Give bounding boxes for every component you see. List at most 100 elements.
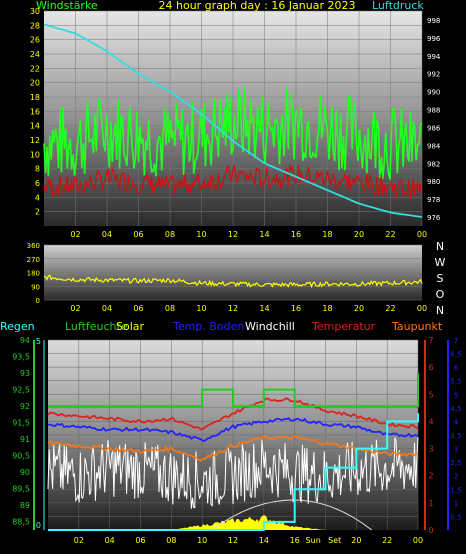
x-tick: 10 xyxy=(196,230,206,239)
pressure-tick: 982 xyxy=(427,160,440,168)
x-tick: 10 xyxy=(196,304,206,313)
humidity-tick: 92 xyxy=(20,402,30,411)
x-tick: 02 xyxy=(70,230,80,239)
soil-temp-tick: 7 xyxy=(454,337,458,345)
wind-speed-tick: 26 xyxy=(30,36,40,45)
wind-direction-ticks: 0 90 180 270 360 xyxy=(27,242,40,305)
wind-speed-tick: 8 xyxy=(35,165,40,174)
pressure-tick: 996 xyxy=(427,35,441,43)
wind-direction-series xyxy=(43,274,423,289)
wind-direction-tick: 270 xyxy=(27,256,40,264)
x-tick: 04 xyxy=(105,536,115,545)
humidity-tick: 90,5 xyxy=(12,452,30,461)
temperature-ticks: 0 1 2 3 4 5 6 7 xyxy=(428,336,433,535)
compass-label: N xyxy=(436,240,444,253)
legend-dewpoint: Taupunkt xyxy=(391,320,443,333)
wind-pressure-panel: Windstärke 24 hour graph day : 16 Januar… xyxy=(30,0,441,239)
wind-speed-tick: 2 xyxy=(35,208,40,217)
soil-temp-tick: 0,5 xyxy=(450,513,461,521)
humidity-tick: 92,5 xyxy=(12,386,30,395)
x-tick: 22 xyxy=(382,536,392,545)
wind-direction-tick: 360 xyxy=(27,242,40,250)
bottom-legend: Regen Luftfeuchte Solar Temp. Boden Wind… xyxy=(0,320,443,333)
legend-rain: Regen xyxy=(0,320,35,333)
humidity-tick: 89,5 xyxy=(12,485,30,494)
wind-direction-line xyxy=(43,274,423,289)
wind-speed-tick: 18 xyxy=(30,93,40,102)
wind-speed-tick: 28 xyxy=(30,21,40,30)
x-tick: 06 xyxy=(133,230,143,239)
temperature-tick: 5 xyxy=(428,390,433,399)
wind-speed-tick: 24 xyxy=(30,50,40,59)
x-tick: 00 xyxy=(417,304,427,313)
x-tick: 14 xyxy=(259,304,269,313)
x-tick: 04 xyxy=(102,304,112,313)
soil-temp-tick: 3,5 xyxy=(450,432,461,440)
temperature-x-ticks: 02 04 06 08 10 12 14 16 Sun Set 20 22 00 xyxy=(74,536,423,545)
x-tick: 12 xyxy=(228,304,238,313)
solar-area xyxy=(48,515,418,530)
compass-label: N xyxy=(436,304,444,317)
wind-direction-tick: 90 xyxy=(31,283,40,291)
temperature-tick: 4 xyxy=(428,417,433,426)
x-tick: 22 xyxy=(385,304,395,313)
x-tick: 10 xyxy=(197,536,207,545)
x-tick: 04 xyxy=(102,230,112,239)
wind-speed-line xyxy=(43,86,423,180)
humidity-tick: 91 xyxy=(20,435,30,444)
soil-temp-tick: 1 xyxy=(454,500,458,508)
pressure-tick: 976 xyxy=(427,214,441,222)
x-tick: 14 xyxy=(259,536,269,545)
pressure-tick: 998 xyxy=(427,17,440,25)
x-tick: 18 xyxy=(322,304,332,313)
pressure-tick: 978 xyxy=(427,196,440,204)
x-tick: 20 xyxy=(354,304,364,313)
wind-pressure-series xyxy=(43,23,423,218)
wind-direction-x-ticks: 02 04 06 08 10 12 14 16 18 20 22 00 xyxy=(70,304,427,313)
temperature-tick: 7 xyxy=(428,336,433,345)
wind-speed-tick: 10 xyxy=(30,150,40,159)
wind-speed-tick: 4 xyxy=(35,193,40,202)
soil-temp-tick: 5,5 xyxy=(450,378,461,386)
wind-direction-tick: 0 xyxy=(36,297,40,305)
wind-speed-axis-label: Windstärke xyxy=(36,0,98,12)
temperature-tick: 1 xyxy=(428,499,433,508)
legend-soil-temp: Temp. Boden xyxy=(172,320,244,333)
soil-temp-tick: 6 xyxy=(454,364,459,372)
soil-temp-ticks: 0,5 1 1,5 2 2,5 3 3,5 4 4,5 5 5,5 6 6,5 7 xyxy=(450,337,461,521)
temperature-tick: 0 xyxy=(428,526,433,535)
x-tick: 12 xyxy=(228,536,238,545)
temperature-tick: 6 xyxy=(428,363,433,372)
x-tick: 22 xyxy=(385,230,395,239)
compass-label: S xyxy=(437,272,444,285)
soil-temp-tick: 4 xyxy=(454,418,459,426)
temperature-tick: 3 xyxy=(428,445,433,454)
wind-direction-tick: 180 xyxy=(27,270,40,278)
wind-speed-tick: 12 xyxy=(30,136,40,145)
soil-temp-tick: 2,5 xyxy=(450,459,461,467)
temperature-series xyxy=(47,373,419,531)
soil-temp-tick: 2 xyxy=(454,473,458,481)
x-tick: 16 xyxy=(290,536,300,545)
wind-speed-tick: 20 xyxy=(30,79,40,88)
humidity-tick: 93 xyxy=(20,369,30,378)
soil-temp-tick: 4,5 xyxy=(450,405,461,413)
humidity-tick: 90 xyxy=(20,468,30,477)
x-tick: 06 xyxy=(135,536,145,545)
soil-temp-tick: 3 xyxy=(454,446,458,454)
humidity-line xyxy=(48,373,419,408)
wind-speed-tick: 30 xyxy=(30,7,40,16)
x-tick: 02 xyxy=(70,304,80,313)
temperature-line xyxy=(47,397,419,431)
pressure-tick: 990 xyxy=(427,89,440,97)
pressure-axis-label: Luftdruck xyxy=(372,0,424,12)
x-tick: 20 xyxy=(351,536,361,545)
x-tick: 00 xyxy=(413,536,423,545)
humidity-tick: 93,5 xyxy=(12,353,30,362)
rain-line xyxy=(48,413,419,531)
humidity-tick: 94 xyxy=(20,336,30,345)
pressure-ticks: 976 978 980 982 984 986 988 990 992 994 996 998 xyxy=(427,17,441,222)
